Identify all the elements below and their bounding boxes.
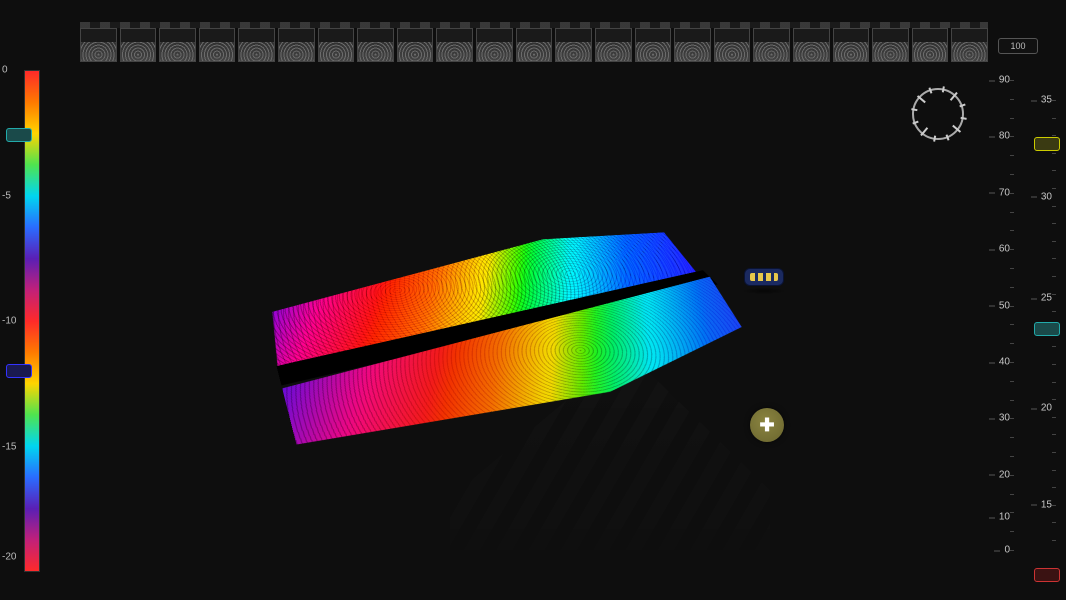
ping-thumbnail[interactable]	[516, 28, 553, 62]
ping-history-strip[interactable]: 100	[80, 28, 988, 62]
depth-marker[interactable]	[6, 128, 32, 142]
depth-marker[interactable]	[6, 364, 32, 378]
depth-tick: -15	[2, 441, 16, 452]
ping-thumbnail[interactable]	[635, 28, 672, 62]
ping-thumbnail[interactable]	[159, 28, 196, 62]
depth-tick: -5	[2, 190, 11, 201]
ping-thumbnail[interactable]	[80, 28, 117, 62]
plus-icon: ✚	[759, 415, 774, 436]
range-tick: 80	[999, 131, 1010, 142]
ping-thumbnail[interactable]	[436, 28, 473, 62]
range-marker[interactable]	[1034, 322, 1060, 336]
depth-tick: -10	[2, 316, 16, 327]
range-tick: 10	[999, 512, 1010, 523]
ping-thumbnail[interactable]	[912, 28, 949, 62]
ping-thumbnail[interactable]	[674, 28, 711, 62]
range-marker[interactable]	[1034, 568, 1060, 582]
ping-thumbnail[interactable]	[120, 28, 157, 62]
range-tick: 60	[999, 244, 1010, 255]
range-tick: 70	[999, 187, 1010, 198]
range-tick: 15	[1041, 499, 1052, 510]
range-tick: 50	[999, 300, 1010, 311]
range-tick: 25	[1041, 293, 1052, 304]
ping-thumbnail[interactable]	[199, 28, 236, 62]
range-tick: 20	[999, 469, 1010, 480]
ping-thumbnail[interactable]	[278, 28, 315, 62]
range-scale-secondary: 3530252015	[1028, 100, 1058, 540]
ping-thumbnail[interactable]	[714, 28, 751, 62]
range-tick: 30	[1041, 191, 1052, 202]
ping-thumbnail[interactable]	[872, 28, 909, 62]
add-marker-button[interactable]: ✚	[750, 408, 784, 442]
ping-thumbnail[interactable]	[753, 28, 790, 62]
depth-tick: -20	[2, 551, 16, 562]
ping-thumbnail[interactable]	[476, 28, 513, 62]
ping-thumbnail[interactable]	[555, 28, 592, 62]
ping-thumbnail[interactable]	[793, 28, 830, 62]
ping-thumbnail[interactable]	[238, 28, 275, 62]
range-tick: 30	[999, 413, 1010, 424]
ping-thumbnail[interactable]	[357, 28, 394, 62]
ping-thumbnail[interactable]	[951, 28, 988, 62]
rov-vehicle-icon	[740, 262, 788, 292]
ping-thumbnail[interactable]	[318, 28, 355, 62]
depth-color-scale	[24, 70, 40, 572]
ping-thumbnail[interactable]	[833, 28, 870, 62]
compass-widget[interactable]	[912, 88, 964, 140]
range-scale-primary: 9080706050403020100	[986, 80, 1016, 550]
range-tick: 40	[999, 357, 1010, 368]
depth-tick: 0	[2, 65, 8, 76]
range-marker[interactable]	[1034, 137, 1060, 151]
ping-count-badge: 100	[998, 38, 1038, 54]
range-tick: 20	[1041, 403, 1052, 414]
range-tick: 90	[999, 75, 1010, 86]
range-tick: 35	[1041, 95, 1052, 106]
ping-thumbnail[interactable]	[595, 28, 632, 62]
sonar-3d-viewport[interactable]: ✚	[50, 70, 984, 590]
depth-scale-ticks: 0-5-10-15-20	[2, 70, 22, 572]
ping-thumbnail[interactable]	[397, 28, 434, 62]
